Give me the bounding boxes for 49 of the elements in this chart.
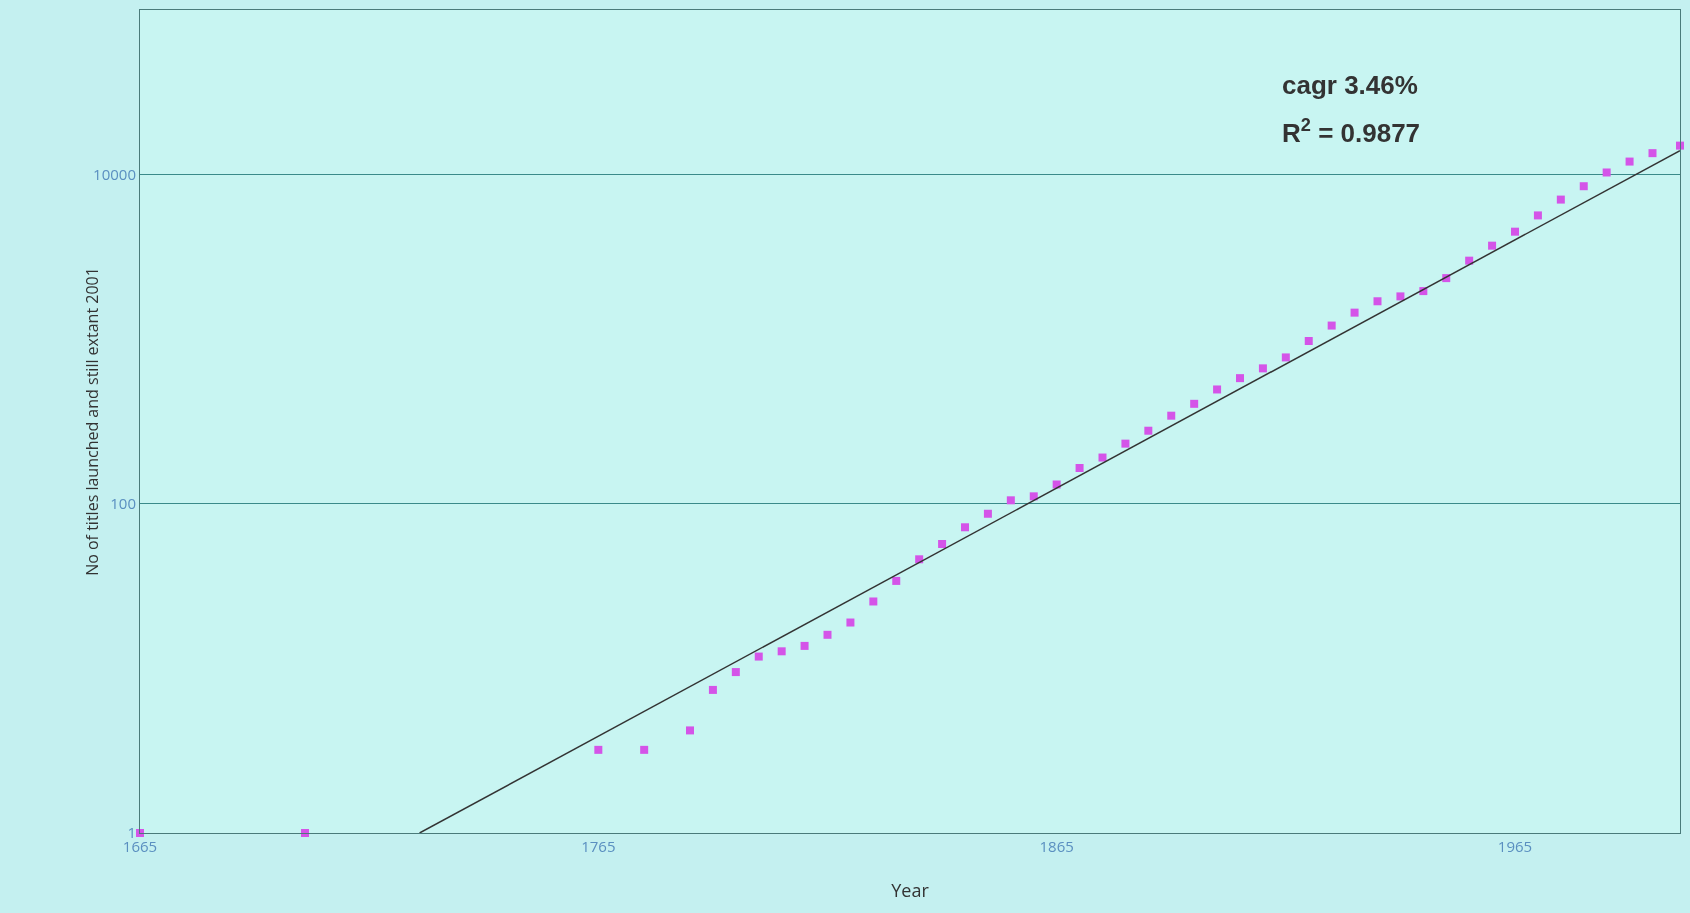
point [1327,321,1336,330]
point [708,685,717,694]
point [961,523,969,532]
point [1098,453,1107,462]
point [1396,292,1405,301]
x-axis-title: Year [891,878,930,902]
point [1579,182,1588,191]
point [1625,157,1634,166]
y-tick-label: 100 [110,493,136,514]
point [823,630,832,639]
point [1556,195,1565,204]
point [1511,227,1519,236]
point [1648,149,1657,158]
point [1121,439,1130,448]
annotation: cagr 3.46% [1282,70,1418,100]
y-axis-title: No of titles launched and still extant 2001 [81,267,103,576]
point [754,652,763,661]
point [983,509,992,518]
annotation: R$^{2}$ = 0.9877 [1282,115,1421,148]
point [640,745,649,754]
point [869,597,878,606]
point [938,539,947,548]
point [1144,426,1153,435]
point [777,647,786,656]
point [1236,374,1244,383]
point [731,668,740,677]
point [1373,297,1382,306]
point [1029,492,1038,501]
point [1190,399,1199,408]
point [1304,337,1313,346]
point [686,726,694,735]
x-tick-label: 1965 [1497,836,1533,856]
point [1075,464,1084,472]
point [1006,496,1015,505]
point [1350,308,1359,317]
point [1602,168,1611,177]
point [1167,411,1176,420]
point [892,576,901,585]
point [1533,211,1542,220]
point [1281,353,1290,362]
point [1258,364,1267,373]
point [1488,241,1497,250]
point [846,618,855,627]
x-tick-label: 1765 [581,836,616,856]
y-tick-label: 10000 [93,163,136,184]
point [1213,385,1222,394]
point [800,641,809,650]
point [594,745,603,754]
x-tick-label: 1865 [1039,836,1074,856]
